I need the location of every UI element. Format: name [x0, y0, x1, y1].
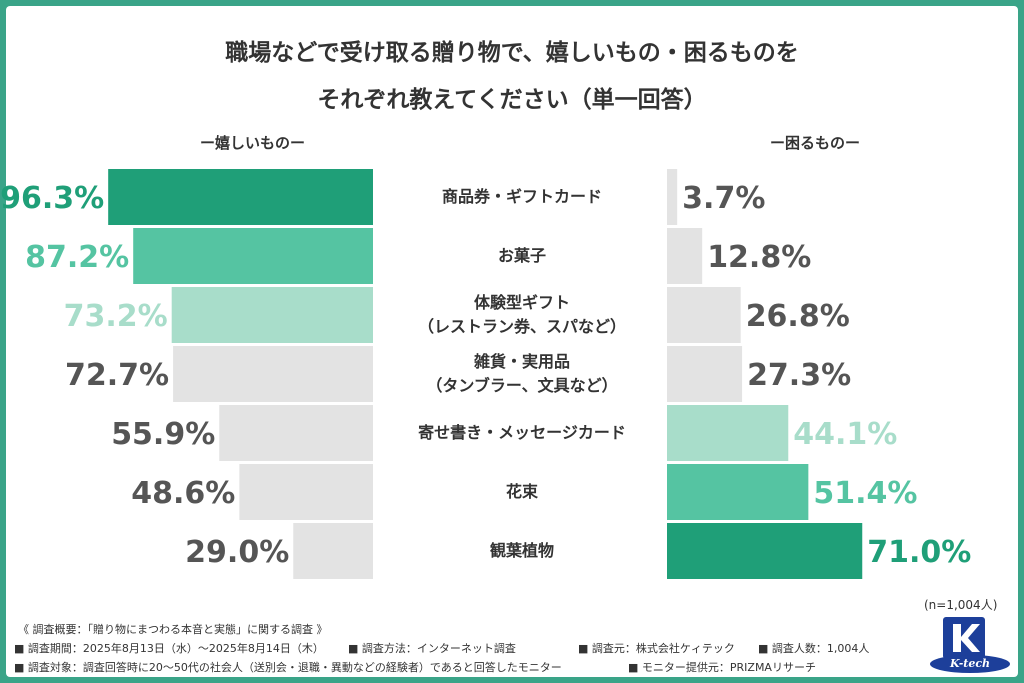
category-label-line: お菓子	[497, 246, 546, 265]
footer-survey-period: ■ 調査期間：2025年8月13日（水）〜2025年8月14日（木）	[14, 642, 324, 655]
troubling-bar-4	[667, 405, 789, 461]
happy-bar-5	[239, 464, 373, 520]
category-label-1: お菓子	[382, 244, 662, 268]
happy-value-label-2: 73.2%	[64, 299, 168, 334]
category-label-line: 雑貨・実用品	[473, 352, 570, 371]
troubling-value-label-2: 26.8%	[746, 299, 850, 334]
happy-bar-2	[171, 287, 373, 343]
category-label-line: 商品券・ギフトカード	[441, 187, 602, 206]
category-label-line: 体験型ギフト	[473, 293, 570, 312]
sample-size-note: (n=1,004人)	[924, 598, 998, 612]
category-label-line: 寄せ書き・メッセージカード	[418, 423, 626, 442]
category-label-3: 雑貨・実用品 （タンブラー、文具など）	[382, 350, 662, 398]
right-column-header: ー困るものー	[770, 134, 861, 152]
happy-value-label-0: 96.3%	[0, 181, 104, 216]
happy-value-label-6: 29.0%	[185, 535, 289, 570]
category-label-0: 商品券・ギフトカード	[382, 185, 662, 209]
troubling-bar-3	[667, 346, 743, 402]
category-label-line: 観葉植物	[489, 541, 554, 560]
happy-bar-0	[108, 169, 374, 225]
troubling-bar-5	[667, 464, 809, 520]
troubling-bar-6	[667, 523, 863, 579]
footer-survey-method: ■ 調査方法：インターネット調査	[348, 642, 516, 655]
troubling-bar-2	[667, 287, 741, 343]
happy-value-label-1: 87.2%	[25, 240, 129, 275]
footer-monitor-provider: ■ モニター提供元：PRIZMAリサーチ	[628, 661, 816, 674]
chart-title-line1: 職場などで受け取る贈り物で、嬉しいもの・困るものを	[225, 40, 799, 66]
category-label-line: （レストラン券、スパなど）	[417, 317, 626, 336]
troubling-bar-0	[667, 169, 678, 225]
happy-value-label-3: 72.7%	[65, 358, 169, 393]
category-label-2: 体験型ギフト （レストラン券、スパなど）	[382, 291, 662, 339]
happy-bar-1	[133, 228, 373, 284]
footer-survey-target: ■ 調査対象：調査回答時に20〜50代の社会人（送別会・退職・異動などの経験者）…	[14, 661, 562, 674]
footer-survey-org: ■ 調査元：株式会社ケィテック	[578, 642, 735, 655]
troubling-bar-1	[667, 228, 703, 284]
happy-bar-6	[293, 523, 373, 579]
happy-bar-3	[173, 346, 373, 402]
category-label-5: 花束	[382, 480, 662, 504]
k-tech-logo-text: K-tech	[949, 657, 991, 670]
happy-bar-4	[219, 405, 373, 461]
happy-value-label-4: 55.9%	[111, 417, 215, 452]
happy-value-label-5: 48.6%	[131, 476, 235, 511]
chart-title-line2: それぞれ教えてください（単一回答）	[317, 87, 707, 113]
troubling-value-label-4: 44.1%	[793, 417, 897, 452]
category-label-line: 花束	[505, 482, 538, 501]
footer-survey-count: ■ 調査人数：1,004人	[758, 642, 870, 655]
troubling-value-label-5: 51.4%	[813, 476, 917, 511]
left-column-header: ー嬉しいものー	[200, 134, 306, 152]
troubling-value-label-0: 3.7%	[682, 181, 765, 216]
category-label-line: （タンブラー、文具など）	[426, 376, 618, 395]
troubling-value-label-6: 71.0%	[867, 535, 971, 570]
footer-survey-title: 《 調査概要：「贈り物にまつわる本音と実態」に関する調査 》	[18, 623, 328, 636]
category-label-6: 観葉植物	[382, 539, 662, 563]
troubling-value-label-1: 12.8%	[707, 240, 811, 275]
category-label-4: 寄せ書き・メッセージカード	[382, 421, 662, 445]
troubling-value-label-3: 27.3%	[747, 358, 851, 393]
